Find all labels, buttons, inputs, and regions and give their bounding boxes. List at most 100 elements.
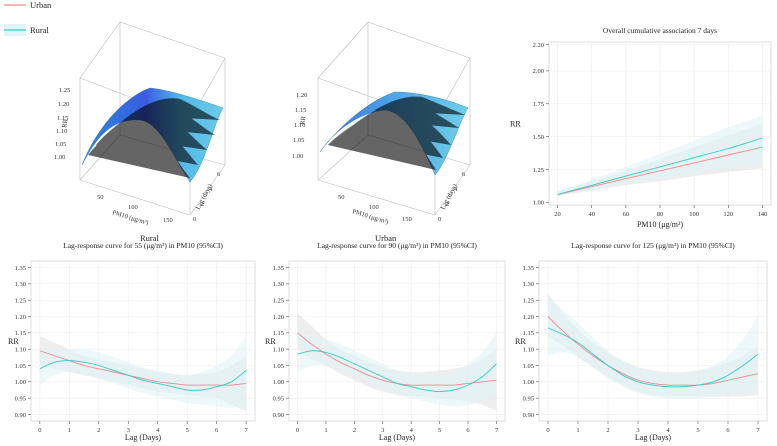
x-tick-label-3: 3 [127, 427, 130, 434]
z-tick-rural-1.25: 1.25 [59, 87, 70, 94]
x-tick-label-80: 80 [657, 211, 664, 218]
z-tick-urban-1.00: 1.00 [292, 153, 303, 160]
y-tick-label-0-90: 0.90 [15, 412, 26, 419]
x-tick-label-1: 1 [324, 427, 327, 434]
y-tick-urban-2: 2 [446, 201, 449, 208]
y-tick-label-0-95: 0.95 [15, 395, 26, 402]
x-tick-urban-100: 100 [369, 204, 379, 211]
x-tick-label-5: 5 [438, 427, 441, 434]
y-tick-label-1-15: 1.15 [15, 330, 26, 337]
y-tick-label-1-75: 1.75 [533, 101, 544, 108]
y-tick-label-0-90: 0.90 [273, 412, 284, 419]
y-tick-label-1-00: 1.00 [15, 379, 26, 386]
surface-title-urban: Urban [375, 233, 397, 243]
surface-gridlines-rural [87, 98, 221, 179]
surface-plot-urban: 1.00 1.05 1.10 1.15 1.20 RR 50 100 150 P… [292, 21, 471, 243]
series-line-urban [547, 316, 759, 386]
x-tick-urban-50: 50 [338, 194, 345, 201]
y-tick-label-1-50: 1.50 [533, 134, 544, 141]
y-tick-label-1-15: 1.15 [523, 330, 534, 337]
x-tick-label-1: 1 [576, 427, 579, 434]
chart-title: Lag-response curve for 125 (μg/m³) in PM… [571, 241, 735, 250]
x-axis-label: Lag (Days) [635, 433, 672, 442]
legend-label-urban: Urban [30, 0, 52, 10]
legend: Urban Rural [4, 0, 52, 36]
series-line-rural [557, 137, 763, 195]
y-tick-label-1-25: 1.25 [15, 297, 26, 304]
z-label-rural: RR [61, 118, 70, 128]
chart-title: Overall cumulative association 7 days [603, 26, 717, 35]
x-tick-label-6: 6 [466, 427, 470, 434]
x-label-rural: PM10 (μg/m³) [111, 209, 149, 227]
y-tick-label-1-25: 1.25 [523, 297, 534, 304]
x-axis-label: Lag (Days) [125, 433, 162, 442]
x-tick-label-120: 120 [723, 211, 733, 218]
y-tick-label-1-15: 1.15 [273, 330, 284, 337]
y-axis-label: RR [515, 337, 526, 346]
y-tick-urban-4: 4 [454, 186, 458, 193]
y-axis-label: RR [265, 337, 276, 346]
x-tick-rural-150: 150 [163, 217, 173, 224]
y-tick-label-1-35: 1.35 [273, 265, 284, 272]
series-line-urban [39, 350, 247, 386]
y-tick-urban-0: 0 [438, 216, 441, 223]
x-tick-label-60: 60 [623, 211, 630, 218]
y-tick-label-1-30: 1.30 [273, 281, 284, 288]
y-tick-label-1-30: 1.30 [523, 281, 534, 288]
series-line-urban [557, 146, 763, 195]
z-label-urban: RR [299, 115, 308, 125]
series-line-rural [547, 327, 759, 388]
x-tick-label-3: 3 [381, 427, 384, 434]
z-tick-rural-1.20: 1.20 [58, 101, 69, 108]
z-tick-rural-1.10: 1.10 [56, 128, 67, 135]
y-tick-label-1-25: 1.25 [533, 167, 544, 174]
z-axis-rural: 1.00 1.05 1.10 1.15 1.20 1.25 RR [54, 87, 70, 161]
y-tick-label-1-35: 1.35 [523, 265, 534, 272]
y-tick-rural-6: 6 [217, 171, 221, 178]
y-tick-label-1-25: 1.25 [273, 297, 284, 304]
y-tick-label-1-20: 1.20 [523, 314, 534, 321]
y-tick-label-2-00: 2.00 [533, 68, 544, 75]
y-tick-label-0-95: 0.95 [523, 395, 534, 402]
y-tick-label-1-20: 1.20 [15, 314, 26, 321]
ci-band-rural [557, 115, 763, 196]
x-tick-label-100: 100 [689, 211, 699, 218]
y-tick-label-2-20: 2.20 [533, 42, 544, 49]
x-tick-label-6: 6 [215, 427, 219, 434]
y-tick-label-1-05: 1.05 [273, 363, 284, 370]
z-tick-urban-1.05: 1.05 [293, 137, 304, 144]
x-tick-label-2: 2 [606, 427, 609, 434]
x-tick-label-4: 4 [410, 427, 414, 434]
x-tick-label-3: 3 [636, 427, 639, 434]
chart-lag-response-90: 0.90 0.95 1.00 1.05 1.10 1.15 1.20 1.25 1.30 1.35… [265, 241, 506, 442]
x-axis-urban: 50 100 150 PM10 (μg/m³) [338, 194, 412, 226]
legend-label-rural: Rural [30, 25, 50, 35]
y-tick-urban-6: 6 [462, 171, 466, 178]
x-axis-label: PM10 (μg/m³) [637, 220, 683, 229]
y-tick-label-1-30: 1.30 [15, 281, 26, 288]
chart-lag-response-55: 0.90 0.95 1.00 1.05 1.10 1.15 1.20 1.25 1.30 1.35… [8, 241, 256, 442]
x-tick-label-1: 1 [68, 427, 71, 434]
y-tick-label-1-05: 1.05 [15, 363, 26, 370]
x-tick-label-0: 0 [296, 427, 299, 434]
x-tick-label-4: 4 [666, 427, 670, 434]
y-tick-label-1-20: 1.20 [273, 314, 284, 321]
x-tick-label-0: 0 [38, 427, 41, 434]
x-tick-label-4: 4 [156, 427, 160, 434]
y-tick-label-1-00: 1.00 [273, 379, 284, 386]
ci-band-rural [297, 332, 497, 407]
chart-title: Lag-response curve for 55 (μg/m³) in PM1… [63, 241, 223, 250]
x-tick-label-5: 5 [696, 427, 699, 434]
x-tick-label-7: 7 [495, 427, 499, 434]
x-tick-label-20: 20 [554, 211, 561, 218]
y-tick-label-1-00: 1.00 [523, 379, 534, 386]
y-tick-label-0-95: 0.95 [273, 395, 284, 402]
y-tick-rural-2: 2 [201, 201, 204, 208]
x-tick-label-2: 2 [353, 427, 356, 434]
surface-title-rural: Rural [140, 233, 160, 243]
z-tick-urban-1.15: 1.15 [295, 107, 306, 114]
x-axis-rural: 50 100 150 PM10 (μg/m³) [97, 194, 173, 227]
x-tick-label-7: 7 [245, 427, 249, 434]
x-axis-label: Lag (Days) [379, 433, 416, 442]
